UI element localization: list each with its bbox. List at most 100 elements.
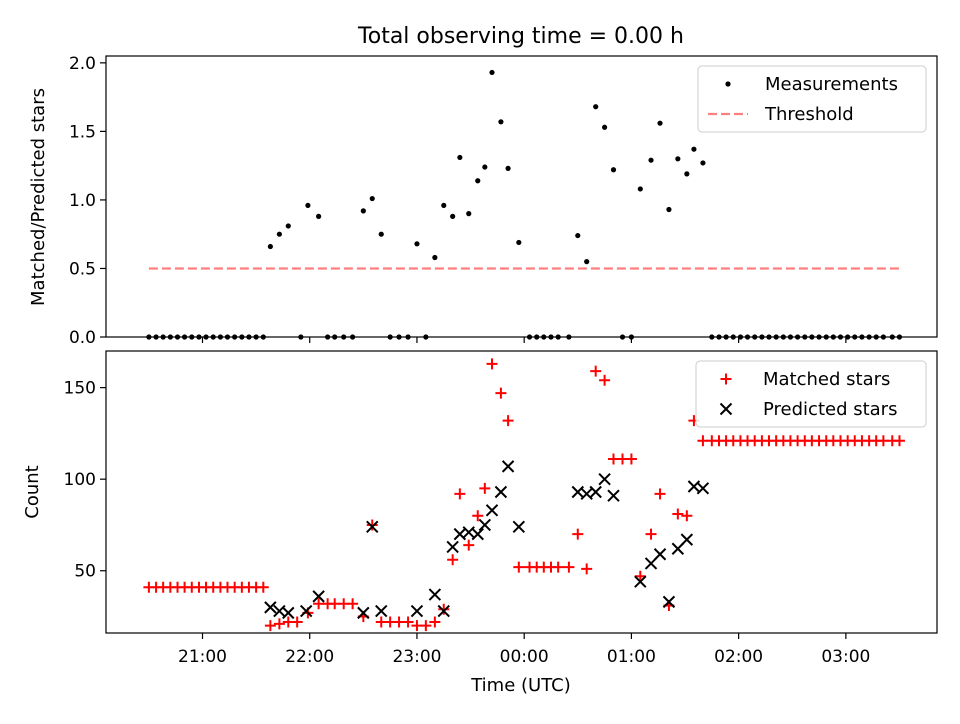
predicted-star-point [471, 527, 484, 541]
legend-predicted-marker [719, 402, 733, 416]
measurement-point [276, 231, 282, 237]
matched-star-point [463, 539, 475, 551]
measurement-point [684, 171, 690, 177]
measurement-point [593, 104, 599, 110]
x-tick-label: 02:00 [714, 647, 763, 667]
matched-star-point [347, 598, 359, 610]
predicted-star-point [299, 604, 313, 618]
measurement-point [369, 195, 375, 202]
predicted-star-point [410, 604, 424, 618]
bottom-y-axis-label: Count [22, 465, 43, 518]
x-tick-label: 21:00 [178, 647, 227, 667]
matched-star-point [572, 528, 584, 540]
predicted-star-point [428, 588, 442, 601]
matched-star-point [634, 570, 646, 582]
legend-box [697, 65, 927, 133]
y-tick-label: 50 [74, 562, 96, 582]
measurement-point [466, 211, 472, 217]
measurement-point [675, 156, 681, 162]
predicted-star-point [634, 575, 647, 588]
y-tick-label: 1.5 [69, 122, 96, 142]
predicted-star-point [478, 518, 492, 532]
measurement-point [457, 154, 463, 161]
legend-label: Predicted stars [763, 399, 897, 420]
predicted-star-point [653, 548, 667, 561]
measurement-point [637, 186, 643, 192]
measurement-point [305, 202, 311, 209]
chart-title: Total observing time = 0.00 h [357, 24, 684, 49]
matched-star-point [654, 488, 666, 500]
predicted-star-point [366, 520, 379, 533]
measurement-point [475, 178, 481, 184]
matched-star-point [454, 488, 466, 500]
measurement-point [700, 160, 706, 166]
matched-star-point [681, 510, 693, 522]
bottom-panel: 50 100 150 21:00 22:00 23:00 00:00 01:00 02:00 03… [64, 350, 938, 667]
matched-star-point [645, 528, 657, 540]
matched-star-point [581, 563, 593, 575]
matched-star-point [420, 620, 432, 632]
predicted-star-point [375, 604, 388, 618]
predicted-star-point [598, 472, 611, 486]
x-tick-label: 00:00 [500, 647, 549, 667]
legend-label: Matched stars [763, 369, 890, 390]
y-tick-label: 2.0 [69, 54, 96, 74]
matched-star-point [590, 365, 602, 377]
legend-label: Measurements [765, 74, 898, 95]
y-tick-label: 100 [64, 470, 96, 490]
measurement-point [316, 213, 322, 219]
predicted-star-point [312, 590, 325, 603]
axes-frame [105, 55, 938, 338]
measurement-point [516, 239, 522, 246]
x-tick-label: 03:00 [821, 647, 870, 667]
predicted-star-point [696, 482, 710, 495]
predicted-star-point [357, 606, 370, 620]
matched-star-point [672, 508, 684, 520]
measurement-point [602, 124, 608, 130]
matched-star-point [257, 581, 269, 593]
measurement-point [414, 241, 420, 247]
matched-star-point [402, 616, 414, 628]
y-tick-label: 150 [64, 379, 96, 399]
measurement-point [666, 206, 672, 213]
y-tick-label: 0.5 [69, 259, 96, 279]
top-panel: 0.0 0.5 1.0 1.5 2.0 Measurements Threshold [69, 54, 938, 348]
predicted-star-point [501, 460, 515, 473]
measurement-point [378, 231, 384, 237]
axes-frame [105, 350, 938, 634]
predicted-star-point [680, 533, 694, 546]
legend-measurement-marker [725, 81, 731, 87]
legend-label: Threshold [764, 104, 854, 125]
y-tick-label: 0.0 [69, 328, 96, 348]
matched-star-point [502, 415, 514, 427]
matched-star-point [486, 358, 498, 370]
matched-star-point [479, 482, 491, 494]
predicted-star-point [494, 485, 508, 499]
matched-star-point [893, 435, 905, 447]
matched-star-point [552, 561, 564, 573]
measurement-point [498, 119, 504, 125]
measurement-point [691, 146, 697, 152]
predicted-star-point [264, 601, 277, 614]
measurement-point [267, 243, 273, 250]
matched-star-point [273, 618, 285, 630]
matched-star-point [563, 561, 575, 573]
measurement-point [657, 120, 663, 126]
measurement-point [285, 223, 291, 229]
measurement-point [505, 165, 511, 171]
x-tick-label: 01:00 [607, 647, 656, 667]
measurement-point [489, 69, 495, 76]
measurement-point [360, 208, 366, 214]
matched-star-point [495, 387, 507, 399]
legend-matched-marker [720, 373, 732, 385]
matched-star-point [264, 620, 276, 632]
matched-star-point [625, 453, 637, 465]
matched-star-point [447, 554, 459, 566]
measurement-point [432, 254, 438, 261]
matched-star-point [291, 616, 303, 628]
measurement-point [450, 213, 456, 219]
matched-star-point [438, 603, 450, 615]
top-y-axis-label: Matched/Predicted stars [28, 88, 49, 306]
y-tick-label: 1.0 [69, 191, 96, 211]
predicted-star-point [437, 604, 450, 618]
